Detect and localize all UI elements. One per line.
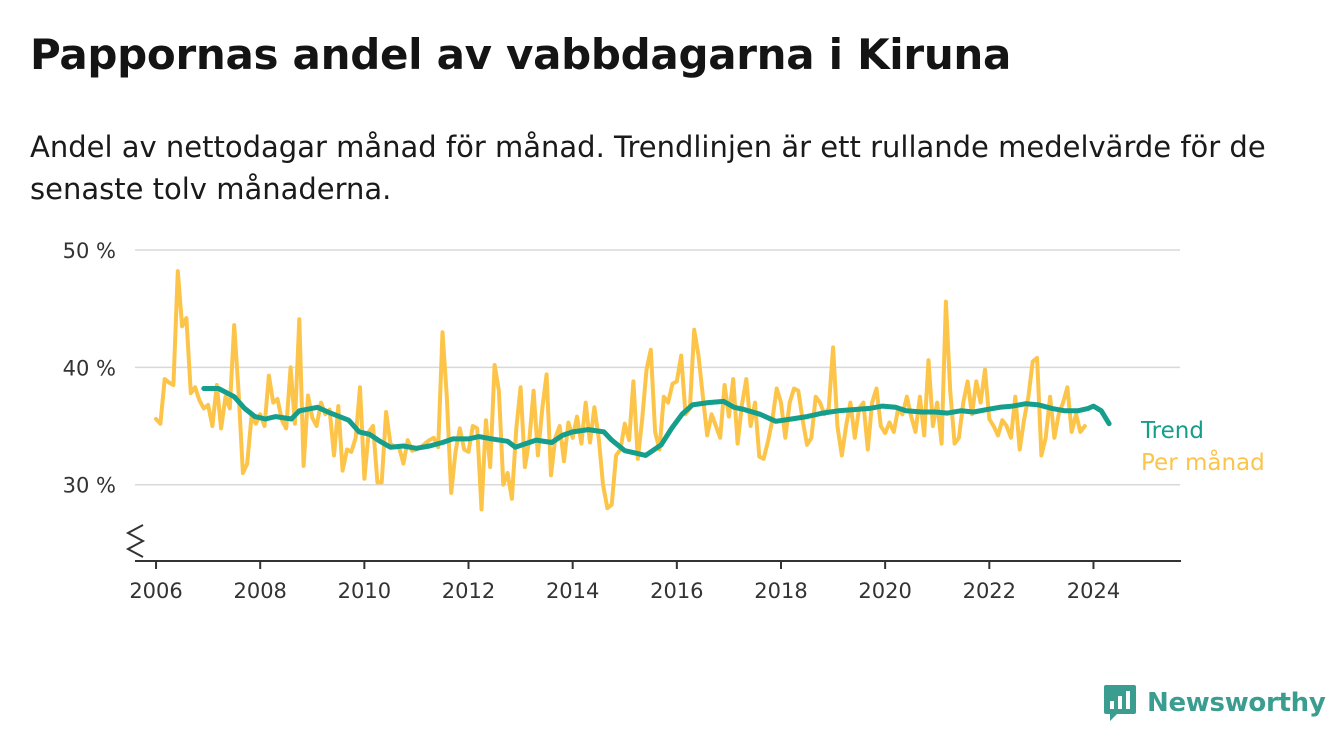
x-tick-label: 2022 bbox=[963, 579, 1016, 603]
newsworthy-logo: Newsworthy bbox=[1103, 683, 1326, 723]
brand-name: Newsworthy bbox=[1147, 688, 1326, 718]
gridlines bbox=[135, 249, 1180, 486]
y-axis-ticks: 30 % 40 % 50 % bbox=[63, 239, 116, 498]
series-lines bbox=[154, 269, 1112, 512]
legend-label-per-m-nad: Per månad bbox=[1141, 448, 1265, 476]
series-line-per-m-nad bbox=[154, 269, 1087, 512]
chart-subtitle: Andel av nettodagar månad för månad. Tre… bbox=[30, 130, 1266, 206]
y-tick-label: 50 % bbox=[63, 239, 116, 263]
x-tick-label: 2016 bbox=[650, 579, 703, 603]
y-axis-break-icon bbox=[125, 524, 146, 558]
x-tick-label: 2018 bbox=[754, 579, 807, 603]
legend: Trend Per månad bbox=[1140, 418, 1265, 476]
x-tick-label: 2024 bbox=[1067, 579, 1120, 603]
x-tick-label: 2008 bbox=[233, 579, 286, 603]
x-tick-label: 2012 bbox=[442, 579, 495, 603]
newsworthy-logo-icon bbox=[1104, 685, 1136, 721]
x-tick-label: 2010 bbox=[338, 579, 391, 603]
chart-title: Pappornas andel av vabbdagarna i Kiruna bbox=[30, 30, 1012, 79]
x-tick-label: 2006 bbox=[129, 579, 182, 603]
x-tick-label: 2014 bbox=[546, 579, 599, 603]
axes bbox=[125, 524, 1181, 562]
x-tick-label: 2020 bbox=[858, 579, 911, 603]
y-tick-label: 40 % bbox=[63, 356, 116, 380]
series-line-trend bbox=[201, 386, 1112, 458]
x-axis-ticks: 2006 2008 2010 2012 2014 2016 2018 2020 2022 2024 bbox=[129, 561, 1120, 603]
legend-label-trend: Trend bbox=[1140, 418, 1204, 444]
y-tick-label: 30 % bbox=[63, 474, 116, 498]
